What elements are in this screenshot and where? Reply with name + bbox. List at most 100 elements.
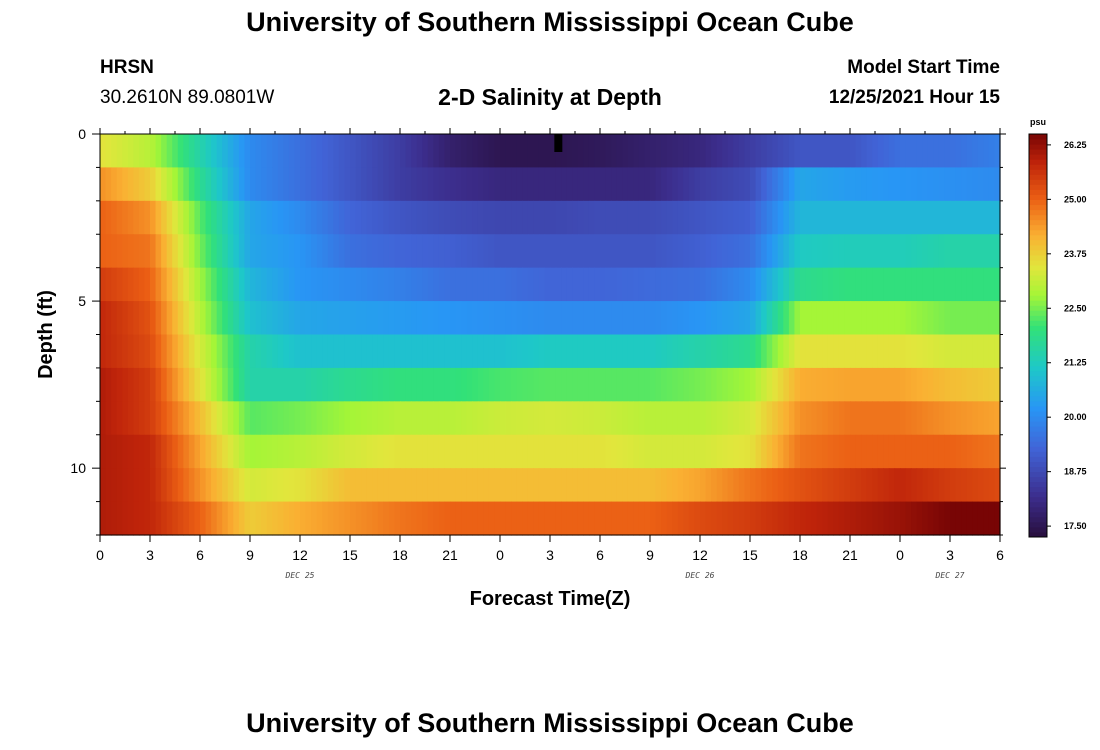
heatmap-cell: [927, 367, 934, 402]
colorbar-segment: [1029, 204, 1047, 211]
heatmap-cell: [544, 501, 551, 536]
heatmap-cell: [800, 134, 807, 169]
heatmap-cell: [883, 167, 890, 202]
heatmap-cell: [350, 301, 357, 336]
heatmap-cell: [861, 468, 868, 503]
heatmap-cell: [944, 501, 951, 536]
heatmap-cell: [211, 434, 218, 469]
heatmap-cell: [233, 468, 240, 503]
heatmap-cell: [761, 134, 768, 169]
heatmap-cell: [950, 468, 957, 503]
heatmap-cell: [538, 367, 546, 402]
heatmap-cell: [161, 401, 168, 436]
heatmap-cell: [438, 367, 446, 402]
heatmap-cell: [950, 200, 957, 235]
heatmap-cell: [316, 434, 323, 469]
heatmap-cell: [405, 301, 412, 336]
heatmap-cell: [511, 267, 518, 302]
heatmap-cell: [111, 434, 118, 469]
heatmap-cell: [144, 434, 151, 469]
heatmap-cell: [466, 134, 473, 169]
heatmap-cell: [355, 301, 362, 336]
heatmap-cell: [183, 167, 190, 202]
heatmap-cell: [411, 434, 418, 469]
heatmap-cell: [472, 200, 479, 235]
heatmap-cell: [327, 434, 334, 469]
heatmap-cell: [905, 267, 912, 302]
heatmap-cell: [455, 501, 462, 536]
heatmap-cell: [538, 267, 546, 302]
heatmap-cell: [505, 267, 512, 302]
heatmap-cell: [633, 167, 640, 202]
heatmap-cell: [183, 434, 190, 469]
colorbar-segment: [1029, 431, 1047, 437]
heatmap-cell: [644, 267, 651, 302]
heatmap-cell: [394, 367, 401, 402]
heatmap-cell: [244, 334, 251, 369]
heatmap-cell: [977, 434, 984, 469]
heatmap-cell: [288, 301, 296, 336]
heatmap-cell: [411, 501, 418, 536]
heatmap-cell: [305, 434, 312, 469]
heatmap-cell: [427, 267, 434, 302]
heatmap-cell: [850, 234, 857, 269]
heatmap-cell: [183, 401, 190, 436]
heatmap-cell: [877, 200, 884, 235]
heatmap-cell: [738, 267, 746, 302]
heatmap-cell: [188, 301, 196, 336]
heatmap-cell: [633, 401, 640, 436]
heatmap-cell: [944, 468, 951, 503]
heatmap-cell: [583, 134, 590, 169]
heatmap-cell: [716, 468, 723, 503]
heatmap-cell: [672, 134, 679, 169]
heatmap-cell: [922, 468, 929, 503]
heatmap-cell: [438, 501, 446, 536]
heatmap-cell: [416, 501, 423, 536]
heatmap-cell: [994, 468, 1001, 503]
heatmap-cell: [800, 167, 807, 202]
heatmap-cell: [172, 401, 179, 436]
heatmap-cell: [994, 267, 1001, 302]
heatmap-cell: [788, 434, 796, 469]
heatmap-cell: [127, 134, 134, 169]
heatmap-cell: [405, 200, 412, 235]
heatmap-cell: [800, 200, 807, 235]
colorbar-segment: [1029, 335, 1047, 342]
heatmap-cell: [111, 134, 118, 169]
colorbar-segment: [1029, 280, 1047, 286]
heatmap-cell: [500, 234, 507, 269]
heatmap-cell: [655, 334, 662, 369]
heatmap-cell: [783, 134, 790, 169]
heatmap-cell: [561, 134, 568, 169]
heatmap-cell: [155, 267, 162, 302]
heatmap-cell: [905, 401, 912, 436]
heatmap-cell: [922, 501, 929, 536]
heatmap-cell: [188, 367, 196, 402]
heatmap-cell: [255, 234, 262, 269]
model-start-label: Model Start Time: [847, 57, 1000, 78]
heatmap-cell: [138, 167, 146, 202]
heatmap-cell: [977, 267, 984, 302]
heatmap-cell: [577, 134, 584, 169]
heatmap-cell: [833, 200, 840, 235]
heatmap-cell: [577, 167, 584, 202]
heatmap-cell: [127, 401, 134, 436]
heatmap-cell: [711, 501, 718, 536]
heatmap-cell: [244, 468, 251, 503]
heatmap-cell: [505, 167, 512, 202]
heatmap-cell: [811, 334, 818, 369]
heatmap-cell: [738, 468, 746, 503]
heatmap-cell: [483, 468, 490, 503]
heatmap-cell: [855, 167, 862, 202]
heatmap-cell: [100, 434, 107, 469]
heatmap-cell: [255, 501, 262, 536]
heatmap-cell: [377, 200, 384, 235]
heatmap-cell: [405, 234, 412, 269]
heatmap-cell: [433, 468, 440, 503]
heatmap-cell: [683, 367, 690, 402]
heatmap-cell: [616, 367, 623, 402]
heatmap-cell: [366, 501, 373, 536]
colorbar-tick-label: 18.75: [1064, 467, 1087, 477]
heatmap-cell: [388, 401, 396, 436]
heatmap-cell: [238, 234, 246, 269]
